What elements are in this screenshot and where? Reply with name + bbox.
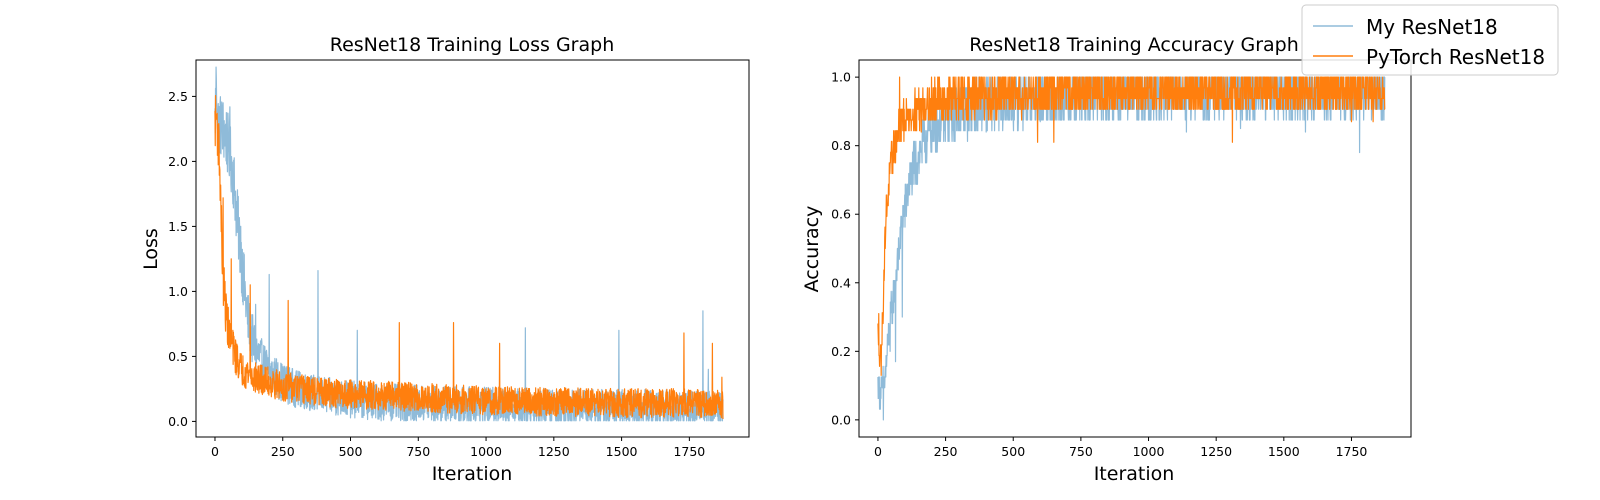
loss-x-ticks: 0 250 500 750 1000 1250 1500 1750 [211, 437, 705, 459]
loss-y-tick-label: 2.5 [168, 89, 188, 104]
loss-chart: ResNet18 Training Loss Graph 0 250 500 750 1… [140, 34, 750, 485]
loss-y-tick-label: 1.0 [168, 284, 188, 299]
loss-x-tick-label: 0 [211, 444, 219, 459]
loss-series-line-pytorch-resnet [214, 94, 724, 420]
loss-plot-frame [195, 59, 750, 438]
accuracy-x-tick-label: 1750 [1336, 444, 1368, 459]
legend-label-my-resnet: My ResNet18 [1366, 15, 1498, 39]
loss-chart-title: ResNet18 Training Loss Graph [330, 34, 615, 56]
accuracy-x-tick-label: 750 [1069, 444, 1093, 459]
accuracy-chart: ResNet18 Training Accuracy Graph 0 250 500… [801, 34, 1412, 485]
legend-label-pytorch-resnet: PyTorch ResNet18 [1366, 45, 1545, 69]
loss-x-tick-label: 1250 [538, 444, 570, 459]
loss-y-ticks: 0.0 0.5 1.0 1.5 2.0 2.5 [168, 89, 196, 429]
loss-y-tick-label: 0.0 [168, 414, 188, 429]
loss-y-axis-label: Loss [140, 228, 162, 270]
accuracy-y-tick-label: 0.6 [831, 207, 851, 222]
accuracy-x-tick-label: 500 [1001, 444, 1025, 459]
accuracy-x-tick-label: 1500 [1268, 444, 1300, 459]
accuracy-x-axis-label: Iteration [1094, 463, 1175, 485]
loss-x-tick-label: 250 [271, 444, 295, 459]
figure-legend: My ResNet18 PyTorch ResNet18 [1301, 4, 1559, 76]
accuracy-series-group [877, 76, 1386, 421]
accuracy-y-tick-label: 0.4 [831, 275, 851, 290]
accuracy-y-ticks: 0.0 0.2 0.4 0.6 0.8 1.0 [831, 70, 859, 427]
loss-x-tick-label: 750 [406, 444, 430, 459]
accuracy-y-tick-label: 1.0 [831, 70, 851, 85]
legend-box [1301, 4, 1559, 76]
loss-y-tick-label: 2.0 [168, 154, 188, 169]
loss-x-tick-label: 1750 [673, 444, 705, 459]
loss-x-tick-label: 1500 [606, 444, 638, 459]
accuracy-chart-title: ResNet18 Training Accuracy Graph [969, 34, 1299, 56]
accuracy-x-tick-label: 1250 [1200, 444, 1232, 459]
loss-series-group [214, 66, 724, 422]
accuracy-y-tick-label: 0.8 [831, 138, 851, 153]
accuracy-y-axis-label: Accuracy [801, 206, 823, 293]
accuracy-y-tick-label: 0.0 [831, 412, 851, 427]
loss-x-tick-label: 500 [339, 444, 363, 459]
loss-x-axis-label: Iteration [432, 463, 513, 485]
accuracy-x-tick-label: 250 [934, 444, 958, 459]
accuracy-x-tick-label: 0 [874, 444, 882, 459]
loss-y-tick-label: 0.5 [168, 349, 188, 364]
accuracy-y-tick-label: 0.2 [831, 344, 851, 359]
loss-x-tick-label: 1000 [470, 444, 502, 459]
accuracy-series-line-pytorch-resnet [877, 76, 1386, 376]
accuracy-x-tick-label: 1000 [1133, 444, 1165, 459]
loss-y-tick-label: 1.5 [168, 219, 188, 234]
accuracy-x-ticks: 0 250 500 750 1000 1250 1500 1750 [874, 437, 1367, 459]
accuracy-plot-frame [858, 59, 1412, 438]
